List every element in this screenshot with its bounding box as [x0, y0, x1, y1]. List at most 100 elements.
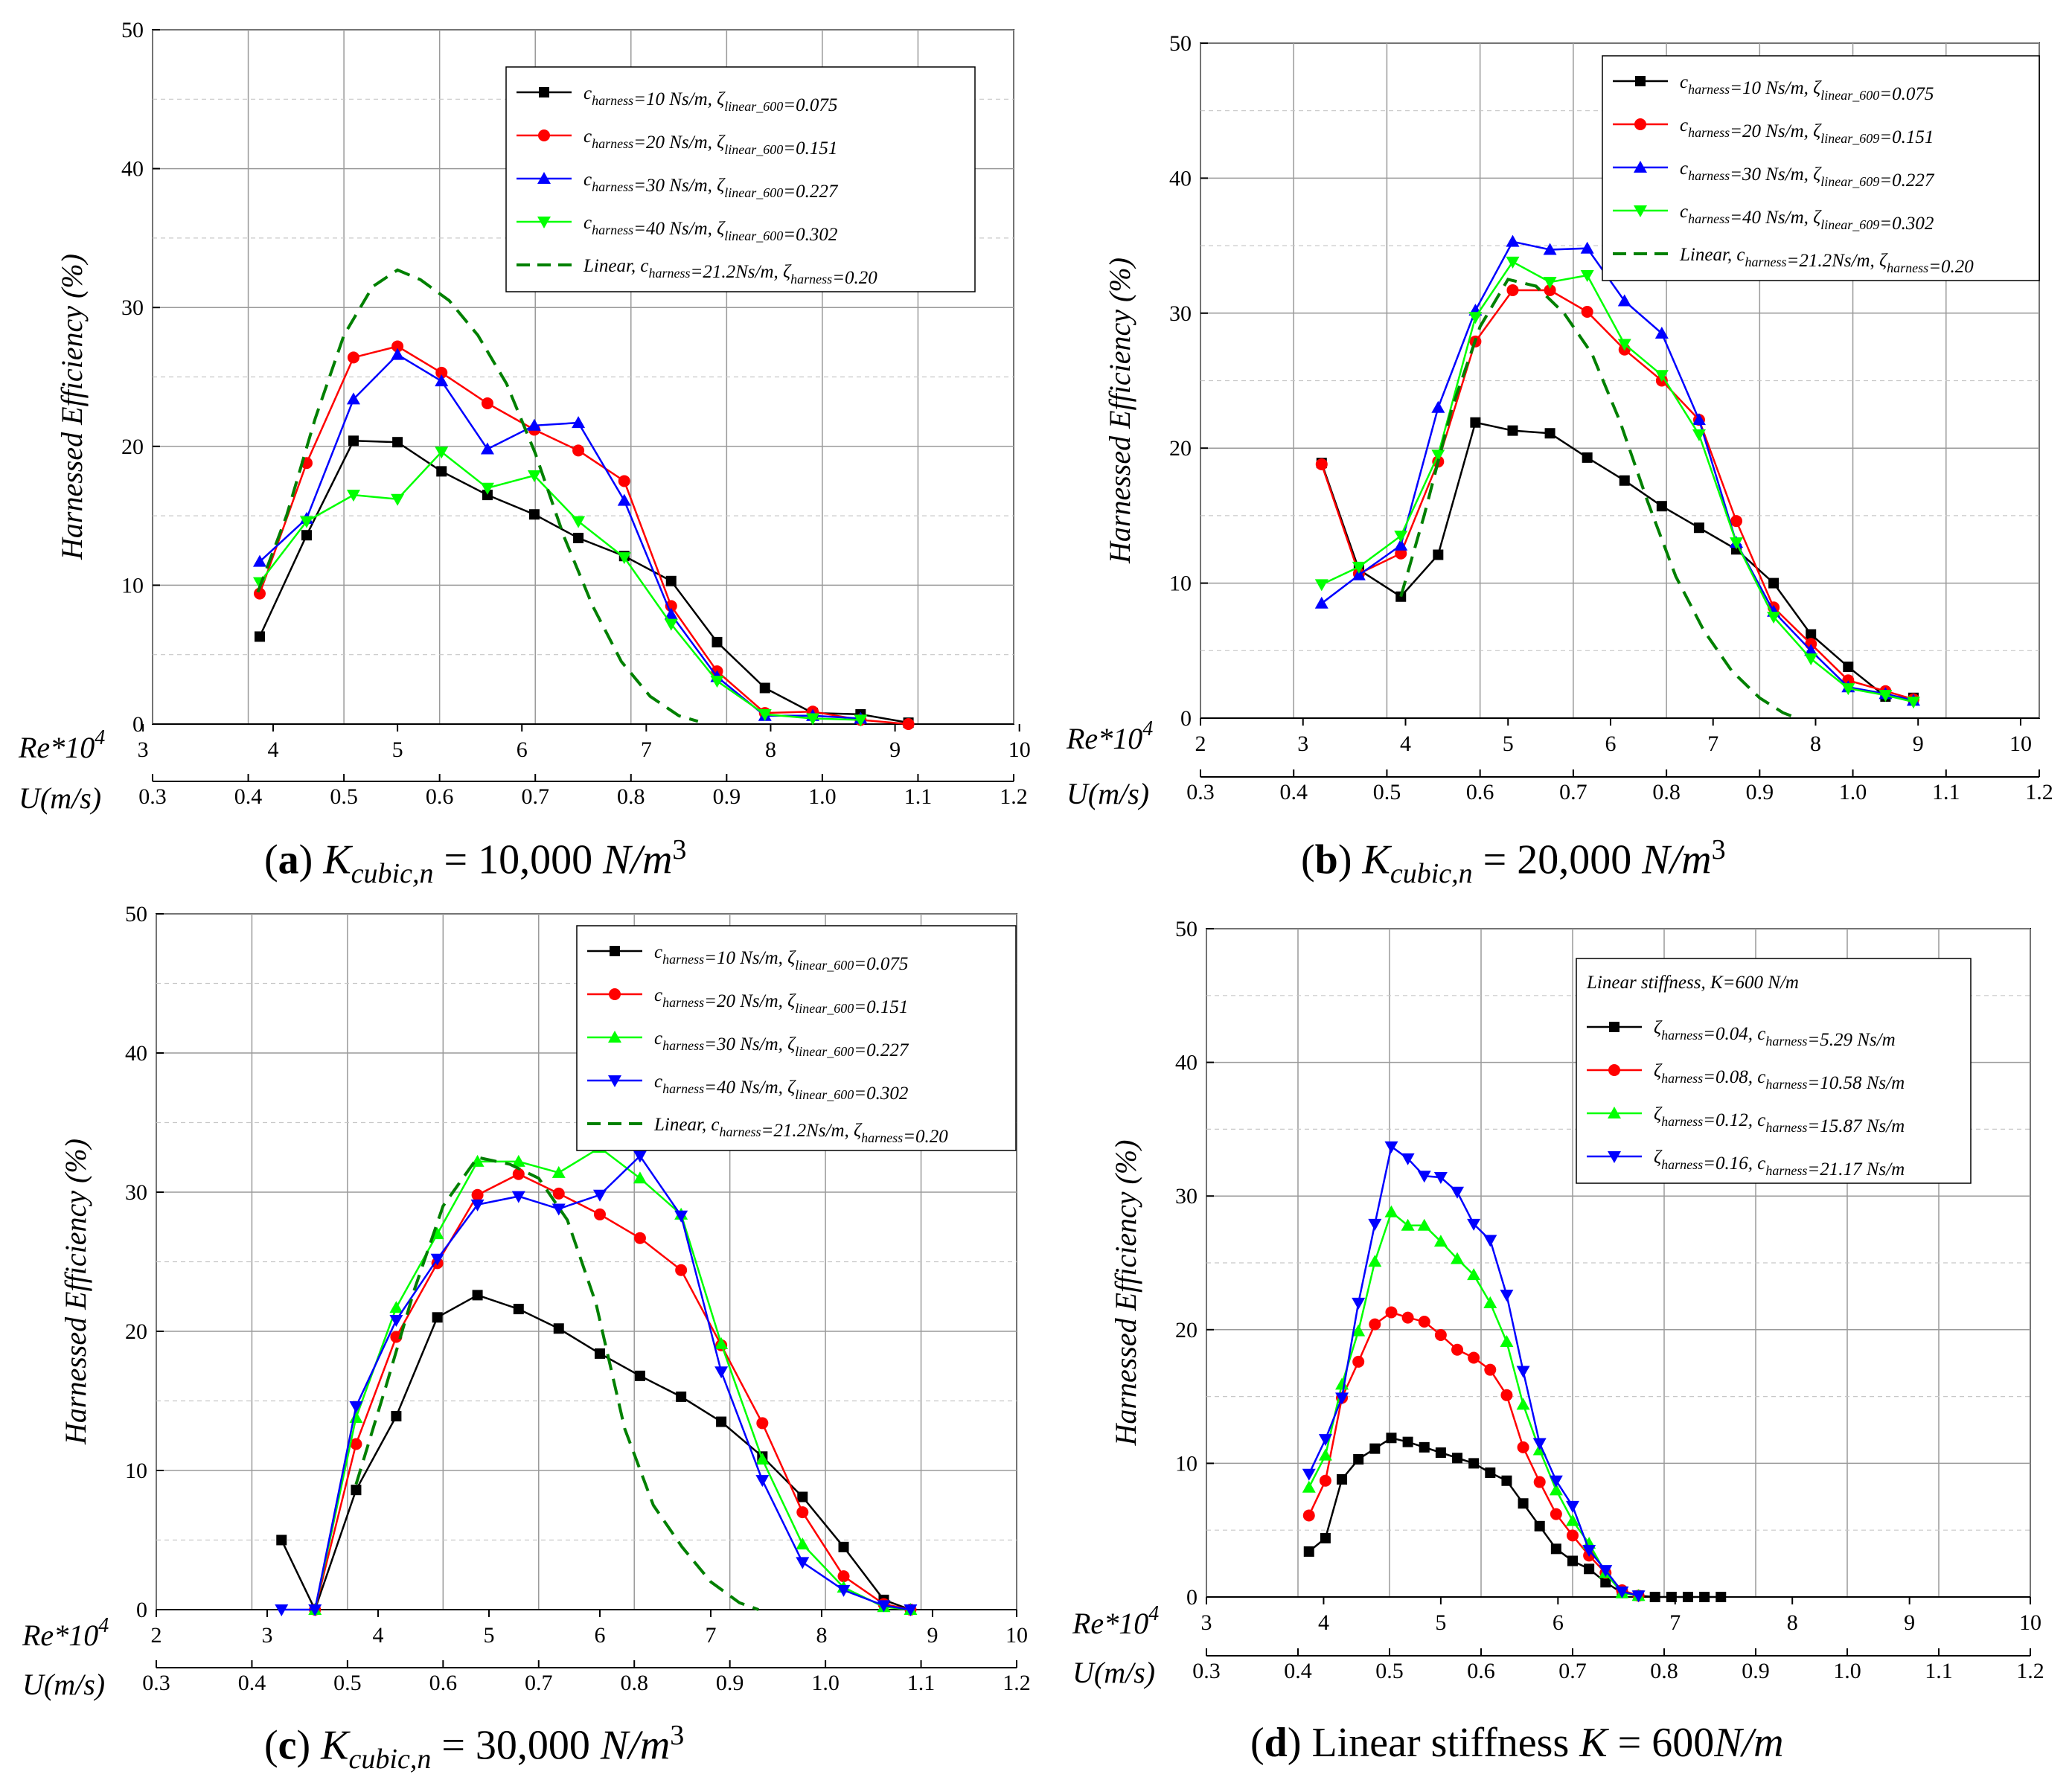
- legend-label-d-0: ζharness=0.04, charness=5.29 Ns/m: [1654, 1018, 1896, 1050]
- xtick-label-d-9: 1.2: [2016, 1659, 2044, 1683]
- data-point-d-3-13: [1516, 1366, 1530, 1378]
- legend-marker-a-1: [538, 129, 550, 141]
- re-tick-label-a-4: 7: [641, 737, 652, 762]
- data-point-c-1-9: [675, 1264, 688, 1276]
- data-point-b-2-10: [1692, 413, 1706, 426]
- data-point-d-1-16: [1567, 1529, 1579, 1542]
- data-point-c-3-2: [349, 1401, 363, 1413]
- xtick-label-c-6: 0.9: [716, 1671, 744, 1695]
- data-point-d-0-17: [1584, 1563, 1595, 1575]
- xtick-label-d-3: 0.6: [1467, 1659, 1495, 1683]
- data-point-c-0-4: [432, 1312, 443, 1323]
- ytick-label-d-5: 50: [1175, 917, 1198, 941]
- data-point-c-0-2: [351, 1485, 362, 1496]
- data-point-a-3-10: [710, 676, 724, 688]
- data-point-a-3-6: [527, 470, 541, 482]
- data-point-d-0-2: [1337, 1473, 1348, 1485]
- data-point-d-3-1: [1318, 1434, 1332, 1447]
- data-point-d-3-14: [1532, 1438, 1547, 1450]
- data-point-b-3-2: [1394, 531, 1408, 543]
- data-point-d-3-10: [1467, 1218, 1481, 1231]
- caption-eq-b: =: [1472, 836, 1518, 883]
- data-point-d-2-1: [1318, 1448, 1332, 1461]
- re-tick-label-b-3: 5: [1503, 732, 1514, 756]
- legend-box-c: [576, 925, 1017, 1151]
- data-point-c-0-5: [472, 1290, 483, 1301]
- data-point-c-2-5: [511, 1154, 525, 1167]
- legend-label-a-1: charness=20 Ns/m, ζlinear_600=0.151: [583, 127, 837, 159]
- re-tick-label-c-4: 6: [594, 1623, 605, 1648]
- data-point-b-0-14: [1843, 662, 1854, 673]
- data-point-c-1-11: [756, 1417, 769, 1430]
- data-point-d-1-5: [1385, 1306, 1398, 1319]
- data-point-c-3-1: [308, 1604, 322, 1616]
- data-point-d-1-15: [1550, 1508, 1562, 1520]
- legend-label-d-3: ζharness=0.16, charness=21.17 Ns/m: [1654, 1148, 1905, 1180]
- data-point-c-3-13: [796, 1557, 810, 1569]
- data-point-d-2-8: [1433, 1235, 1448, 1247]
- data-point-a-3-12: [806, 713, 820, 726]
- data-point-b-0-12: [1768, 577, 1780, 589]
- data-point-d-2-11: [1483, 1296, 1497, 1308]
- data-point-d-3-0: [1302, 1468, 1316, 1481]
- legend-a: charness=10 Ns/m, ζlinear_600=0.075charn…: [505, 66, 976, 292]
- data-point-a-2-8: [617, 493, 631, 506]
- caption-symbol-c: K: [321, 1722, 349, 1769]
- data-point-c-2-8: [633, 1171, 647, 1184]
- xtick-label-b-3: 0.6: [1466, 780, 1494, 804]
- data-point-a-1-4: [435, 366, 448, 379]
- caption-c: (c) Kcubic,n = 30,000 N/m3: [264, 1720, 685, 1775]
- caption-sub-c: cubic,n: [348, 1743, 432, 1775]
- ytick-label-d-1: 10: [1175, 1451, 1198, 1476]
- data-point-c-3-9: [633, 1150, 647, 1163]
- ylabel-b: Harnessed Efficiency (%): [1103, 257, 1136, 564]
- data-point-a-1-5: [481, 397, 493, 409]
- legend-c: charness=10 Ns/m, ζlinear_600=0.075charn…: [576, 925, 1017, 1151]
- ytick-label-a-1: 10: [121, 573, 144, 598]
- data-point-d-3-5: [1384, 1141, 1398, 1153]
- re-tick-label-d-4: 7: [1669, 1610, 1681, 1635]
- legend-label-d-2: ζharness=0.12, charness=15.87 Ns/m: [1654, 1104, 1905, 1136]
- ytick-label-c-0: 0: [136, 1598, 147, 1622]
- data-point-b-2-7: [1580, 241, 1594, 254]
- data-point-d-1-8: [1434, 1328, 1447, 1341]
- caption-letter-b: b: [1314, 836, 1338, 883]
- ytick-label-a-0: 0: [132, 712, 144, 737]
- ytick-label-b-5: 50: [1169, 31, 1192, 56]
- legend-d: Linear stiffness, K=600 N/m ζharness=0.04…: [1576, 958, 1972, 1184]
- data-point-b-0-6: [1544, 428, 1555, 439]
- data-point-b-0-9: [1656, 501, 1667, 512]
- caption-unit-d: N/m: [1714, 1720, 1784, 1766]
- data-point-b-3-16: [1906, 697, 1920, 709]
- data-point-c-3-10: [674, 1210, 688, 1223]
- data-point-d-2-15: [1549, 1483, 1563, 1496]
- data-point-d-3-15: [1549, 1475, 1563, 1488]
- re-tick-label-d-7: 10: [2019, 1610, 2041, 1635]
- data-point-a-0-3: [392, 437, 403, 448]
- ylabel-d: Harnessed Efficiency (%): [1109, 1140, 1142, 1447]
- caption-value-c: 30,000: [475, 1722, 590, 1769]
- xtick-label-b-8: 1.1: [1932, 780, 1960, 804]
- data-point-c-0-14: [838, 1541, 849, 1552]
- re-tick-label-d-2: 5: [1435, 1610, 1446, 1635]
- data-point-c-1-13: [837, 1570, 850, 1583]
- data-point-c-1-12: [796, 1506, 809, 1519]
- re-tick-label-b-7: 9: [1913, 732, 1924, 756]
- data-point-d-2-2: [1335, 1377, 1349, 1390]
- data-point-c-3-5: [470, 1199, 485, 1212]
- data-point-a-2-4: [435, 374, 449, 387]
- re-tick-label-d-6: 9: [1904, 1610, 1915, 1635]
- legend-label-c-1: charness=20 Ns/m, ζlinear_600=0.151: [654, 985, 908, 1017]
- data-point-d-1-11: [1484, 1363, 1497, 1376]
- re-tick-label-b-8: 10: [2009, 732, 2032, 756]
- re-tick-label-c-3: 5: [483, 1623, 494, 1648]
- legend-label-b-2: charness=30 Ns/m, ζlinear_609=0.227: [1680, 159, 1935, 191]
- re-axis-label-b: Re*104: [1066, 717, 1153, 755]
- data-point-d-1-10: [1468, 1351, 1480, 1364]
- data-point-b-0-2: [1395, 591, 1407, 602]
- legend-marker-c-0: [610, 946, 620, 956]
- data-point-d-1-9: [1451, 1343, 1464, 1356]
- data-point-d-0-18: [1600, 1577, 1611, 1588]
- data-point-b-3-10: [1692, 429, 1706, 442]
- data-point-d-1-7: [1418, 1316, 1430, 1328]
